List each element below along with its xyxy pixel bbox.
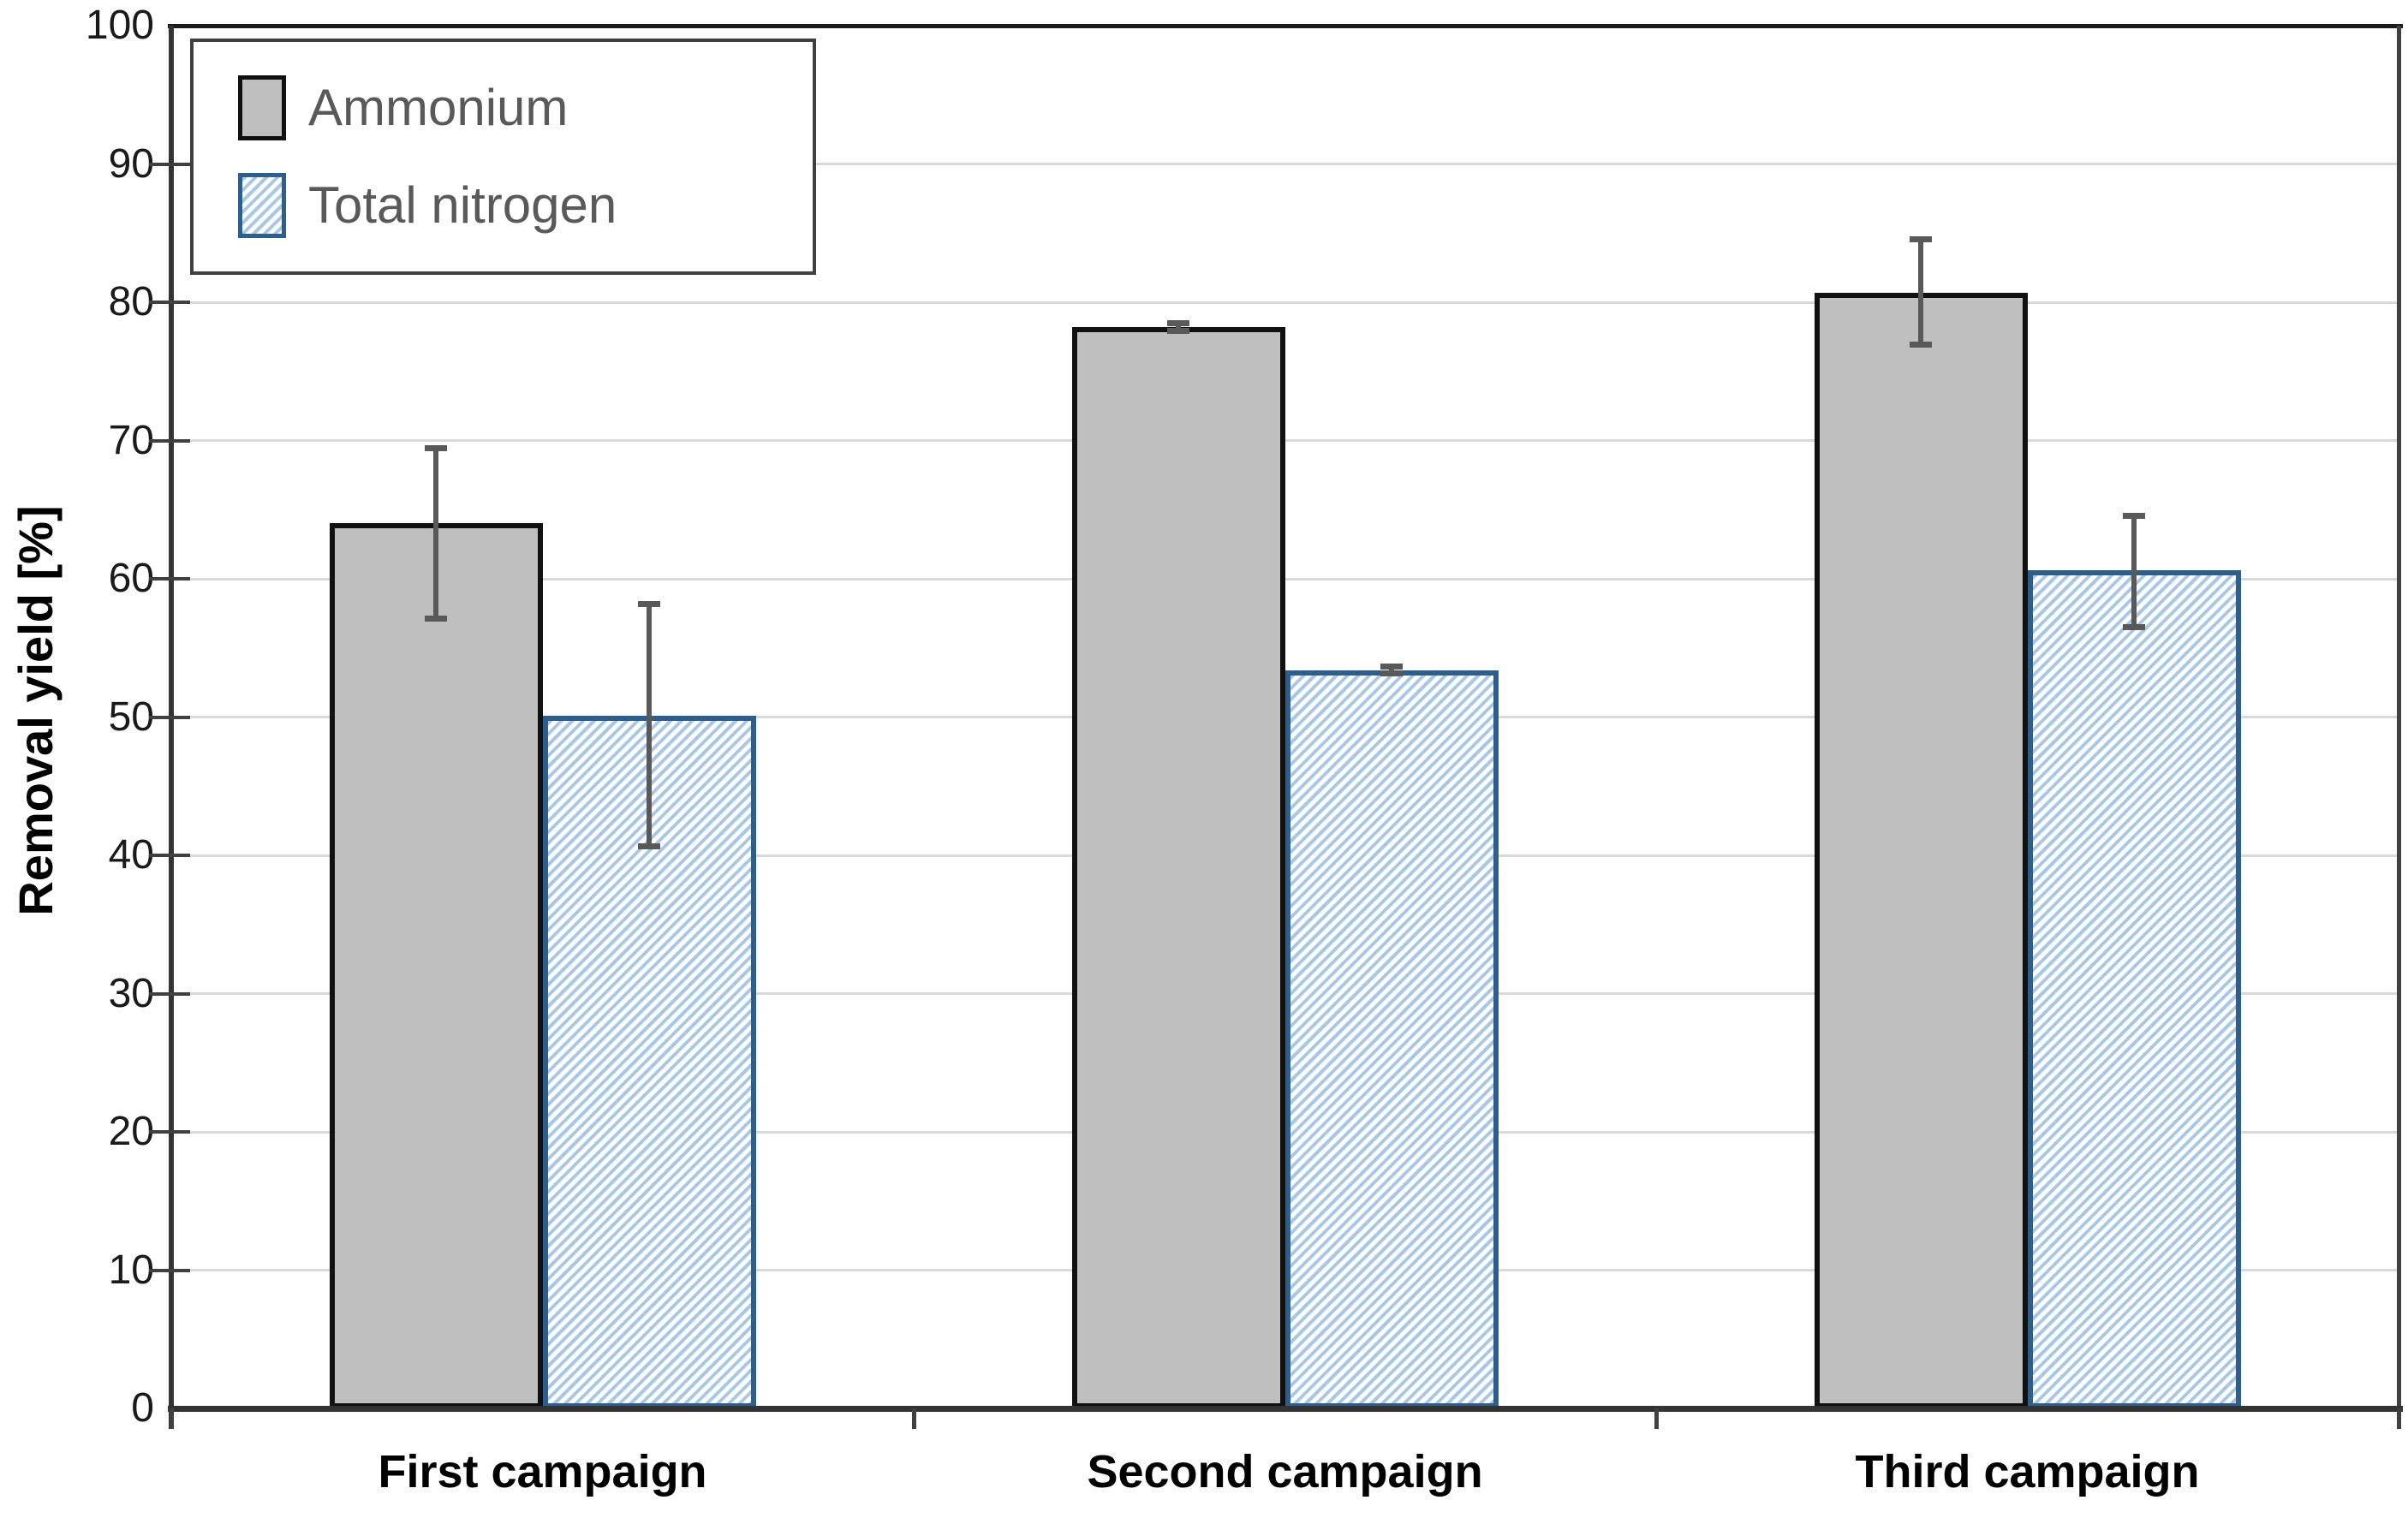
y-axis-tick <box>149 162 190 166</box>
y-axis-tick <box>149 854 190 857</box>
x-axis-tick <box>169 1408 174 1429</box>
error-bar-line <box>1176 323 1181 331</box>
error-bar-cap-top <box>2123 512 2145 519</box>
error-bar-line <box>647 604 652 848</box>
y-axis-tick <box>149 301 190 304</box>
error-bar-cap-bottom <box>425 615 447 622</box>
legend-label-total-nitrogen: Total nitrogen <box>308 176 617 235</box>
y-tick-label: 50 <box>108 694 154 740</box>
error-bar-cap-top <box>638 601 660 608</box>
y-axis-tick <box>149 577 190 580</box>
error-bar-cap-bottom <box>1167 327 1189 334</box>
error-bar-cap-top <box>1380 663 1403 670</box>
gridline <box>171 577 2399 580</box>
x-axis-line <box>168 1406 2403 1412</box>
error-bar-line <box>433 447 438 619</box>
error-bar-line <box>2131 515 2137 628</box>
gridline <box>171 163 2399 165</box>
bar-total-nitrogen-1 <box>1284 670 1499 1408</box>
gridline <box>171 301 2399 304</box>
y-tick-label: 0 <box>131 1385 154 1431</box>
bar-ammonium-2 <box>1814 292 2028 1408</box>
legend: Ammonium Total nitrogen <box>190 39 816 275</box>
y-tick-label: 10 <box>108 1247 154 1293</box>
y-axis-tick <box>149 438 190 443</box>
x-axis-tick <box>2396 1408 2401 1429</box>
y-axis-tick <box>149 715 190 719</box>
bar-ammonium-0 <box>329 523 543 1408</box>
error-bar-cap-bottom <box>638 843 660 850</box>
y-tick-label: 40 <box>108 832 154 878</box>
error-bar-cap-top <box>425 444 447 451</box>
error-bar-line <box>1918 238 1923 346</box>
y-tick-label: 70 <box>108 417 154 463</box>
plot-border-top <box>168 24 2403 28</box>
legend-item-total-nitrogen: Total nitrogen <box>238 173 813 239</box>
y-tick-label: 60 <box>108 556 154 601</box>
error-bar-line <box>1389 665 1394 675</box>
bar-ammonium-1 <box>1071 327 1285 1408</box>
error-bar-cap-bottom <box>1910 342 1932 348</box>
bar-total-nitrogen-2 <box>2027 570 2241 1408</box>
y-axis-tick <box>149 1268 190 1272</box>
plot-border-right <box>2397 26 2401 1429</box>
x-category-label-first: First campaign <box>378 1446 707 1497</box>
error-bar-cap-top <box>1167 320 1189 327</box>
y-axis-tick <box>149 1130 190 1134</box>
x-axis-tick <box>911 1408 916 1429</box>
error-bar-cap-bottom <box>2123 623 2145 630</box>
y-tick-label: 80 <box>108 279 154 324</box>
x-axis-tick <box>1654 1408 1659 1429</box>
y-axis-tick <box>149 991 190 996</box>
y-axis-line <box>169 26 174 1429</box>
legend-item-ammonium: Ammonium <box>238 74 813 140</box>
legend-swatch-ammonium <box>238 74 286 140</box>
x-category-label-second: Second campaign <box>1087 1446 1483 1497</box>
legend-label-ammonium: Ammonium <box>308 78 569 136</box>
y-tick-label: 90 <box>108 140 154 187</box>
bar-total-nitrogen-0 <box>542 715 756 1408</box>
error-bar-cap-top <box>1910 235 1932 242</box>
y-tick-label: 100 <box>85 3 154 48</box>
y-tick-label: 30 <box>108 970 154 1016</box>
legend-swatch-total-nitrogen <box>238 173 286 239</box>
y-tick-label: 20 <box>108 1109 154 1154</box>
gridline <box>171 439 2399 442</box>
error-bar-cap-bottom <box>1380 670 1403 677</box>
x-category-label-third: Third campaign <box>1855 1446 2200 1497</box>
